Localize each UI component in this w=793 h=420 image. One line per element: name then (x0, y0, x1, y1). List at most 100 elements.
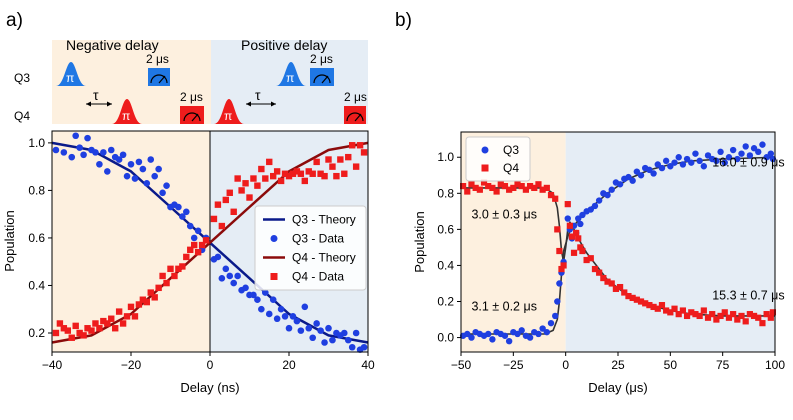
q3-data-point (742, 143, 749, 150)
q4-data-point (202, 237, 210, 244)
q4-data-point (143, 298, 150, 306)
q3-data-point (667, 163, 674, 170)
q4-data-point (60, 325, 68, 332)
q3-data-point (671, 159, 678, 166)
q3-data-point (190, 234, 198, 242)
q4-data-point (226, 189, 233, 196)
q4-data-point (583, 256, 590, 264)
q3-data-point (646, 166, 653, 174)
chart-a-xtick-label: 20 (282, 358, 296, 372)
q4-data-point (625, 292, 632, 300)
q3-data-point (650, 170, 657, 177)
q3-data-point (147, 156, 155, 163)
q4-data-point (696, 312, 703, 320)
q3-data-point (625, 173, 632, 181)
q3-data-point (526, 334, 534, 341)
q3-data-point (539, 325, 546, 332)
q4-data-point (616, 283, 624, 291)
chart-b-legend-box (465, 136, 531, 182)
chart-a-legend-label: Q4 - Theory (292, 251, 356, 265)
q4-data-point (650, 303, 657, 311)
chart-b-legend-label: Q3 (503, 143, 519, 157)
q3-data-point (297, 327, 305, 334)
q4-data-point (333, 172, 340, 180)
q4-data-point (560, 262, 567, 269)
q4-data-point (485, 182, 492, 190)
q3-data-point (186, 222, 194, 230)
chart-b-xtick-label: 75 (716, 358, 730, 372)
chart-b-ytick-label: 0.2 (437, 295, 454, 309)
q3-data-point (293, 317, 301, 325)
chart-b-ytick-label: 0.4 (437, 258, 454, 272)
q3-data-point (595, 197, 603, 204)
q3-pi-symbol: π (66, 71, 74, 85)
q3-data-point (52, 146, 60, 154)
q4-data-point (123, 313, 131, 320)
q3-data-point (80, 151, 87, 159)
q4-data-point (750, 312, 758, 320)
q4-data-point (767, 314, 774, 321)
q4-data-point (713, 316, 720, 323)
q4-data-point (277, 177, 285, 185)
chart-b-xtick-label: 100 (765, 358, 785, 372)
q4-data-point (734, 316, 741, 323)
q3-data-point (151, 172, 158, 180)
q4-pi-symbol: π (122, 109, 130, 123)
q3-data-point (750, 145, 758, 152)
chart-a-xtick-label: −40 (42, 358, 63, 372)
q4-data-point (600, 274, 607, 282)
q3-data-point (721, 159, 728, 166)
q4-data-point (692, 311, 699, 318)
q4-data-point (608, 280, 615, 287)
q4-data-point (230, 208, 237, 215)
q3-data-point (92, 149, 99, 156)
q4-data-point (587, 255, 594, 262)
q4-data-point (349, 142, 356, 149)
q4-data-point (179, 263, 186, 270)
q4-data-point (317, 170, 324, 177)
q4-data-point (575, 235, 582, 242)
q3-pi-pulse (276, 62, 306, 86)
chart-b-xtick-label: 50 (664, 358, 678, 372)
row-label-q3: Q3 (14, 71, 30, 85)
q4-data-point (642, 300, 649, 307)
q4-data-point (730, 311, 737, 318)
q3-data-point (658, 164, 666, 172)
q4-data-point (72, 322, 79, 330)
q4-data-point (721, 309, 728, 316)
chart-a-ytick-label: 0.6 (28, 231, 45, 245)
q4-data-point (579, 247, 586, 255)
q3-data-point (222, 265, 230, 273)
q3-data-point (717, 148, 724, 156)
q3-data-point (325, 324, 332, 332)
q4-data-point (313, 158, 320, 166)
q4-data-point (725, 314, 733, 321)
q4-data-point (356, 142, 364, 149)
q4-data-point (704, 314, 712, 321)
chart-b-ytick-label: 1.0 (437, 150, 454, 164)
q4-data-point (472, 184, 479, 192)
q3-data-point (254, 296, 261, 304)
q3-data-point (468, 334, 475, 341)
q3-data-point (535, 330, 542, 338)
q3-data-point (556, 280, 563, 287)
q3-data-point (72, 132, 79, 140)
q4-readout-box (180, 106, 204, 124)
q3-data-point (489, 336, 496, 343)
q4-data-point (92, 320, 99, 327)
q4-data-point (709, 311, 716, 318)
q3-data-point (139, 165, 147, 173)
q4-pi-symbol: π (224, 109, 232, 123)
chart-a-xtick-label: 0 (207, 358, 214, 372)
q4-data-point (112, 325, 119, 332)
chart-b-ylabel: Population (412, 211, 427, 272)
meter-icon (313, 74, 331, 84)
q4-data-point (518, 182, 525, 190)
q3-data-point (301, 303, 309, 311)
q3-data-point (675, 154, 682, 161)
q4-data-point (459, 182, 467, 190)
q3-data-point (341, 329, 348, 337)
q4-data-point (493, 188, 500, 195)
chart-a-ytick-label: 0.2 (28, 326, 45, 340)
q4-data-point (56, 320, 64, 327)
